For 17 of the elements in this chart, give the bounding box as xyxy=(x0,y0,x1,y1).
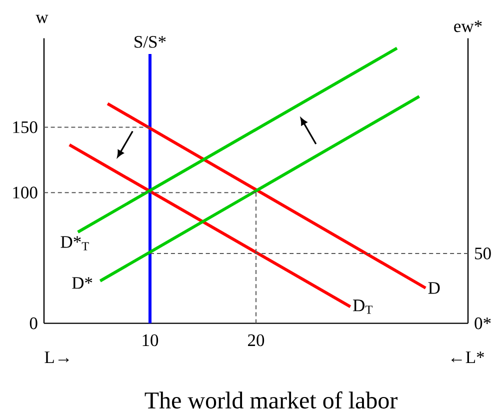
x-tick-label: 20 xyxy=(248,334,264,346)
y-tick-label: 100 xyxy=(13,186,38,198)
y-tick-label: 150 xyxy=(13,121,38,134)
series-label: S/S* xyxy=(134,36,166,48)
y-tick-label: 0 xyxy=(30,317,38,330)
x-axis-title: L→ xyxy=(44,352,69,364)
text: ←L* xyxy=(451,352,484,364)
x-tick-label: 10 xyxy=(142,334,158,346)
series-label: D$_{T}$ xyxy=(353,300,372,314)
y2-tick-label: 50 xyxy=(475,248,491,260)
series-label: D*$_{T}$ xyxy=(60,236,89,250)
y2-tick-label: 0* xyxy=(474,317,491,330)
y2-axis-title: ew* xyxy=(454,20,482,32)
series-label: D xyxy=(428,282,440,294)
y-axis-title: w xyxy=(36,14,48,24)
text: The world market of labor xyxy=(144,391,398,409)
series-label: D* xyxy=(72,277,92,289)
